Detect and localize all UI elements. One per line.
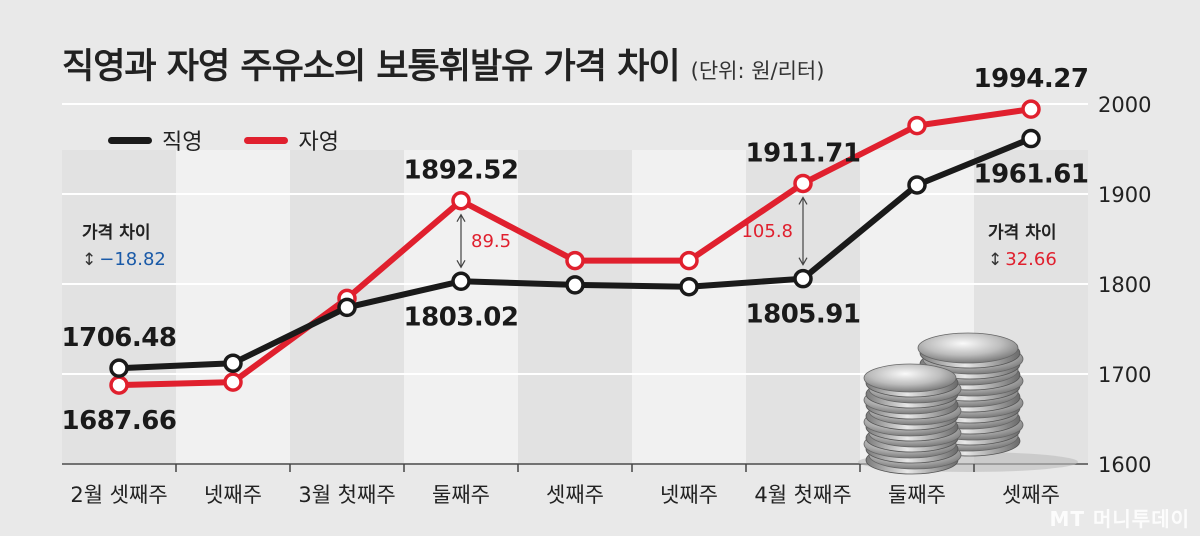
gap-arrows: 89.5 105.8 [456, 196, 808, 269]
x-tick-label: 4월 첫째주 [754, 483, 851, 507]
data-point [679, 276, 699, 297]
data-label: 1706.48 [62, 323, 177, 353]
x-tick-label: 셋째주 [546, 483, 604, 507]
data-labels: 1706.48 1687.66 1892.52 1803.02 1911.71 1805.… [62, 64, 1089, 436]
y-axis-ticks: 1600 1700 1800 1900 2000 [1098, 93, 1151, 477]
data-point [337, 297, 357, 318]
legend-item-jayoung: 자영 [244, 124, 339, 156]
column-band [62, 150, 176, 464]
coin-stack-illustration [858, 332, 1078, 475]
title-block: 직영과 자영 주유소의 보통휘발유 가격 차이 (단위: 원/리터) [62, 38, 824, 89]
gap-value-label: 105.8 [741, 221, 793, 242]
data-point [1021, 99, 1041, 119]
x-tick-label: 2월 셋째주 [70, 483, 167, 507]
data-point [223, 353, 243, 373]
x-tick-label: 셋째주 [1002, 483, 1060, 507]
data-point [565, 275, 585, 295]
column-band [632, 150, 746, 464]
data-points [109, 99, 1041, 395]
price-diff-label: 가격 차이 [82, 223, 151, 243]
price-diff-value-row: ↕ 32.66 [988, 249, 1057, 270]
legend-label: 직영 [162, 130, 203, 155]
column-band [176, 150, 290, 464]
data-point [907, 115, 927, 136]
data-point [679, 250, 699, 271]
data-point [565, 250, 585, 271]
x-tick-label: 둘째주 [888, 483, 946, 507]
legend-label: 자영 [298, 130, 339, 155]
data-label: 1892.52 [404, 156, 519, 186]
y-tick-label: 1800 [1098, 273, 1151, 297]
data-label: 1994.27 [974, 64, 1089, 94]
y-tick-label: 1700 [1098, 363, 1151, 387]
price-diff-value: −18.82 [99, 249, 166, 270]
price-diff-value-row: ↕ −18.82 [82, 249, 166, 270]
coin-face [917, 332, 1019, 364]
x-tick-label: 둘째주 [432, 483, 490, 507]
y-tick-label: 1600 [1098, 453, 1151, 477]
gap-arrow-head [798, 196, 808, 205]
legend-swatch [108, 136, 152, 144]
x-tick-label: 넷째주 [204, 483, 262, 507]
data-label: 1805.91 [746, 300, 861, 330]
data-point [451, 190, 471, 211]
price-diff-right: 가격 차이 ↕ 32.66 [988, 218, 1057, 270]
data-label: 1911.71 [746, 138, 861, 168]
y-tick-label: 1900 [1098, 183, 1151, 207]
data-point [223, 372, 243, 392]
price-diff-left: 가격 차이 ↕ −18.82 [82, 218, 166, 270]
y-tick-label: 2000 [1098, 93, 1151, 117]
coin-stack [863, 363, 962, 475]
legend-item-jikyoung: 직영 [108, 124, 202, 156]
price-diff-label: 가격 차이 [988, 223, 1057, 243]
updown-arrow-icon: ↕ [988, 249, 1003, 270]
data-point [451, 271, 471, 292]
data-label: 1803.02 [404, 302, 519, 332]
column-band [518, 150, 632, 464]
data-point [1021, 128, 1041, 149]
watermark: MT 머니투데이 [1049, 507, 1190, 531]
x-axis-ticks: 2월 셋째주 넷째주 3월 첫째주 둘째주 셋째주 넷째주 4월 첫째주 둘째주 셋째주 [70, 464, 1060, 507]
x-tick-label: 3월 첫째주 [298, 483, 395, 507]
unit-label: (단위: 원/리터) [690, 59, 825, 83]
gap-arrow-head [456, 259, 466, 269]
x-tick-label: 넷째주 [660, 483, 718, 507]
data-point [109, 358, 129, 378]
legend-swatch [244, 136, 289, 144]
coin-face [863, 363, 957, 393]
data-label: 1961.61 [974, 160, 1089, 190]
chart-title: 직영과 자영 주유소의 보통휘발유 가격 차이 [62, 47, 681, 87]
legend: 직영 자영 [108, 124, 381, 156]
gap-arrow-head [456, 213, 466, 223]
data-point [793, 268, 813, 289]
gap-arrow-head [798, 257, 808, 266]
price-diff-value: 32.66 [1005, 249, 1057, 270]
data-point [907, 175, 927, 195]
data-point [109, 375, 129, 395]
data-point [793, 173, 813, 194]
gap-value-label: 89.5 [471, 231, 511, 252]
data-label: 1687.66 [62, 406, 177, 436]
updown-arrow-icon: ↕ [82, 249, 97, 270]
